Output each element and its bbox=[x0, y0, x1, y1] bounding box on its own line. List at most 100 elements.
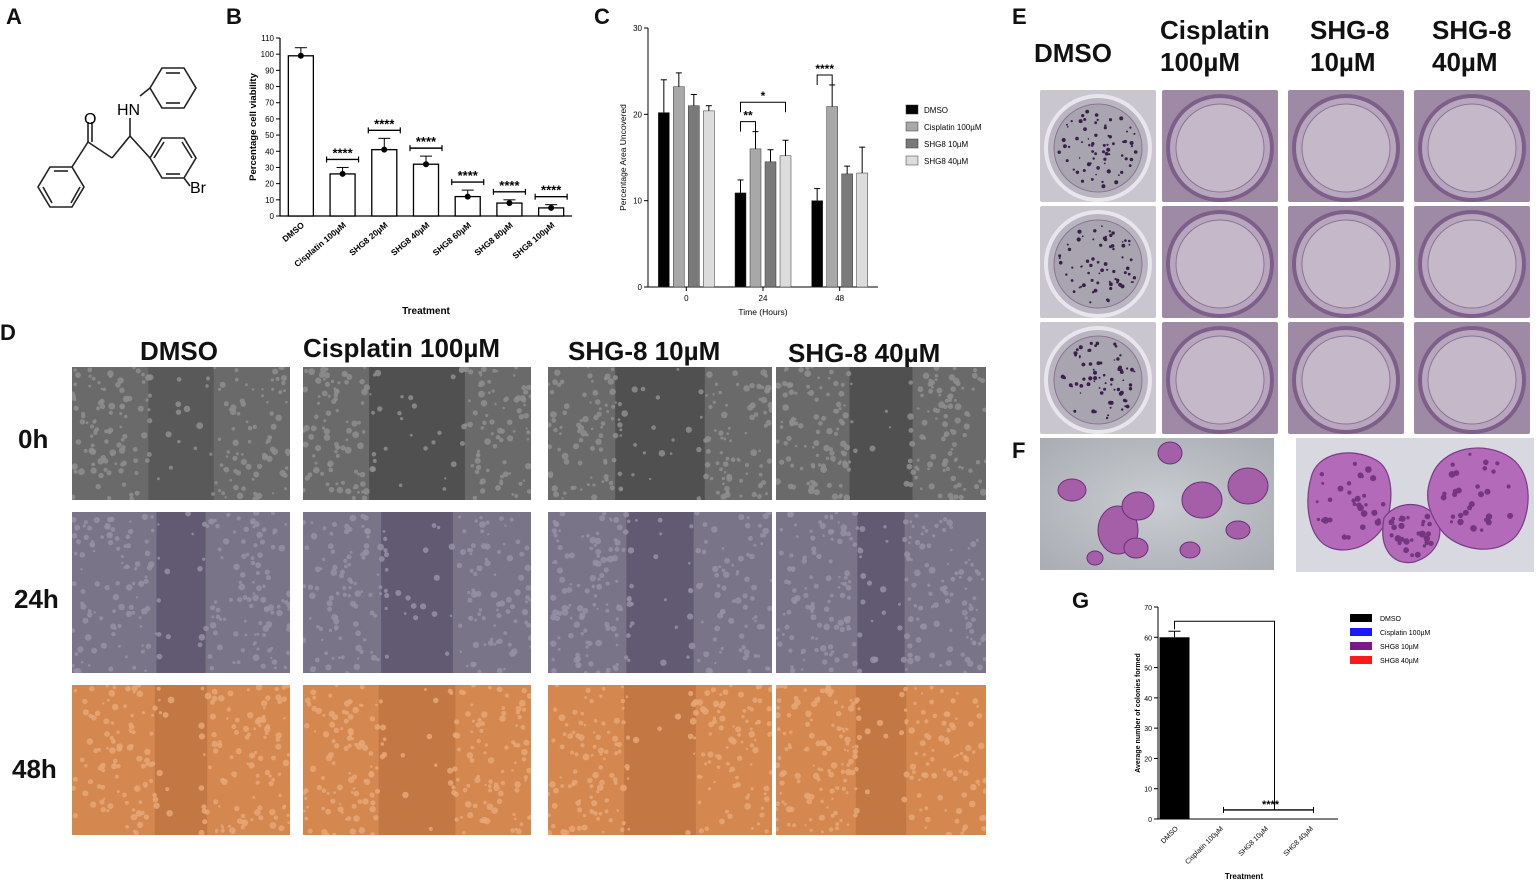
b-y-tick-label: 60 bbox=[265, 115, 274, 124]
g-legend-label: DMSO bbox=[1380, 616, 1402, 623]
c-significance-label: **** bbox=[815, 62, 834, 76]
b-x-tick-label: SHG8 100µM bbox=[510, 220, 556, 261]
b-mean-point bbox=[423, 161, 429, 168]
colony-image-low-mag bbox=[1040, 438, 1274, 570]
scratch-micrograph bbox=[776, 367, 986, 500]
c-significance-label: * bbox=[761, 89, 766, 103]
d-row-48h: 48h bbox=[12, 754, 57, 784]
scratch-micrograph bbox=[72, 512, 290, 673]
scratch-micrograph bbox=[548, 367, 772, 500]
c-bar bbox=[841, 173, 853, 288]
c-bar bbox=[856, 172, 868, 288]
b-x-tick-label: DMSO bbox=[280, 220, 306, 244]
c-legend-label: Cisplatin 100µM bbox=[924, 123, 982, 132]
colony-plate bbox=[1162, 90, 1278, 202]
b-y-tick-label: 20 bbox=[265, 180, 274, 189]
colony-plate bbox=[1040, 322, 1156, 434]
c-bar bbox=[658, 112, 670, 288]
c-legend-swatch bbox=[905, 104, 919, 115]
c-bar bbox=[734, 192, 747, 288]
g-y-tick-label: 30 bbox=[1144, 726, 1152, 733]
g-sig-bracket bbox=[1174, 620, 1275, 810]
b-mean-point bbox=[548, 204, 555, 211]
g-y-tick-label: 60 bbox=[1144, 635, 1152, 642]
d-col-cisplatin: Cisplatin 100µM bbox=[303, 333, 501, 363]
panel-e-letter: E bbox=[1012, 4, 1027, 29]
c-bar bbox=[826, 106, 838, 288]
scratch-micrograph bbox=[303, 685, 531, 835]
g-legend-label: Cisplatin 100µM bbox=[1380, 630, 1431, 637]
c-bar bbox=[688, 105, 700, 288]
c-legend-swatch bbox=[905, 121, 919, 132]
b-x-tick-label: SHG8 20µM bbox=[347, 220, 389, 258]
colony-plate bbox=[1288, 322, 1404, 434]
b-mean-point bbox=[381, 146, 388, 153]
scratch-micrograph bbox=[776, 512, 986, 673]
b-x-tick-label: SHG8 40µM bbox=[389, 220, 431, 258]
b-significance-label: **** bbox=[499, 178, 520, 193]
colony-image-high-mag bbox=[1296, 438, 1534, 572]
c-bar bbox=[749, 148, 762, 288]
c-x-tick-label: 24 bbox=[759, 294, 768, 303]
scratch-micrograph bbox=[303, 367, 531, 500]
g-y-label: Average number of colonies formed bbox=[1135, 653, 1142, 773]
b-significance-label: **** bbox=[332, 145, 353, 160]
c-x-tick-label: 0 bbox=[684, 294, 689, 303]
e-col-shg8-40-line2: 40µM bbox=[1432, 47, 1498, 77]
e-col-dmso-text: DMSO bbox=[1034, 38, 1112, 68]
g-legend-swatch bbox=[1350, 614, 1372, 622]
c-y-tick-label: 0 bbox=[638, 283, 643, 292]
colony-plate bbox=[1162, 322, 1278, 434]
b-x-tick-label: SHG8 60µM bbox=[431, 220, 473, 258]
b-mean-point bbox=[339, 170, 346, 177]
g-x-tick-label: DMSO bbox=[1160, 825, 1180, 845]
b-mean-point bbox=[297, 52, 304, 59]
g-y-tick-label: 40 bbox=[1144, 696, 1152, 703]
g-y-tick-label: 0 bbox=[1148, 817, 1152, 824]
c-bar bbox=[779, 155, 792, 288]
b-mean-point bbox=[464, 193, 471, 200]
chemical-structure: O HN Br bbox=[37, 67, 207, 208]
panel-f-letter: F bbox=[1012, 438, 1026, 463]
e-col-shg8-40: SHG-8 40µM bbox=[1432, 14, 1511, 78]
b-bar bbox=[412, 163, 440, 217]
b-y-tick-label: 10 bbox=[265, 196, 274, 205]
bromine-label: Br bbox=[190, 180, 207, 197]
b-y-tick-label: 30 bbox=[265, 163, 274, 172]
b-y-tick-label: 0 bbox=[270, 212, 275, 221]
b-y-tick-label: 50 bbox=[265, 131, 274, 140]
c-sig-bracket bbox=[816, 74, 833, 85]
scratch-micrograph bbox=[776, 685, 986, 835]
g-y-tick-label: 10 bbox=[1144, 787, 1152, 794]
e-col-shg8-10-line1: SHG-8 bbox=[1310, 15, 1390, 45]
g-x-tick-label: SHG8 10µM bbox=[1238, 825, 1270, 857]
g-legend-swatch bbox=[1350, 642, 1372, 650]
c-y-tick-label: 20 bbox=[633, 110, 642, 119]
scratch-micrograph bbox=[548, 685, 772, 835]
g-y-tick-label: 50 bbox=[1144, 666, 1152, 673]
c-bar bbox=[811, 200, 823, 288]
g-legend-swatch bbox=[1350, 628, 1372, 636]
c-x-label: Time (Hours) bbox=[738, 307, 787, 317]
scratch-micrograph bbox=[303, 512, 531, 673]
b-y-tick-label: 70 bbox=[265, 99, 274, 108]
colony-plate bbox=[1040, 90, 1156, 202]
g-legend-swatch bbox=[1350, 656, 1372, 664]
viability-chart: 0102030405060708090100110DMSO****Cisplat… bbox=[248, 34, 572, 317]
c-bar bbox=[764, 161, 777, 288]
c-sig-bracket bbox=[740, 101, 786, 113]
colony-plate bbox=[1162, 206, 1278, 318]
g-x-tick-label: Cisplatin 100µM bbox=[1184, 825, 1225, 866]
b-significance-label: **** bbox=[374, 116, 395, 131]
e-col-shg8-40-line1: SHG-8 bbox=[1432, 15, 1512, 45]
b-mean-point bbox=[506, 200, 513, 207]
b-x-tick-label: SHG8 80µM bbox=[472, 220, 514, 258]
b-significance-label: **** bbox=[458, 168, 479, 183]
c-legend-label: SHG8 40µM bbox=[924, 157, 969, 166]
b-significance-label: **** bbox=[541, 183, 562, 198]
e-col-shg8-10-line2: 10µM bbox=[1310, 47, 1376, 77]
colony-plate bbox=[1414, 90, 1530, 202]
b-y-tick-label: 40 bbox=[265, 147, 274, 156]
e-col-cisplatin: Cisplatin 100µM bbox=[1160, 14, 1270, 78]
b-y-tick-label: 110 bbox=[261, 34, 274, 43]
